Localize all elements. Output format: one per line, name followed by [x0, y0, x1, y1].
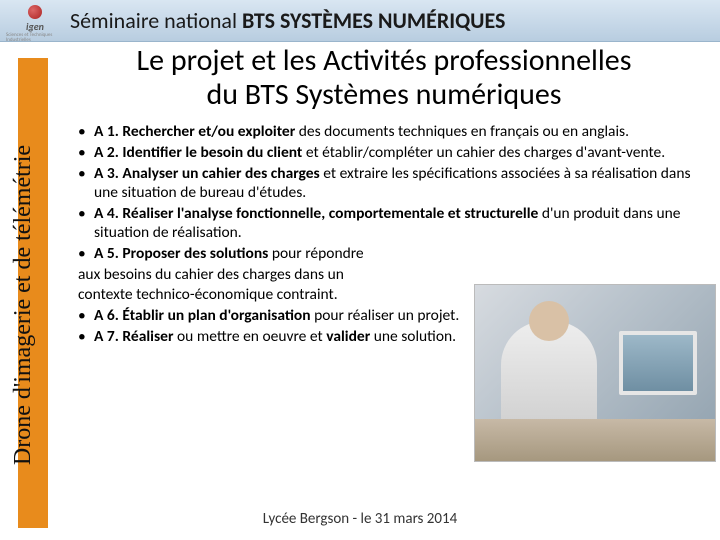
- item-bold: Proposer des solutions: [122, 244, 268, 263]
- logo-line2: Sciences et Techniques Industrielles: [6, 33, 64, 43]
- slide: Séminaire national BTS SYSTÈMES NUMÉRIQU…: [0, 0, 720, 540]
- title-line1: Le projet et les Activités professionnel…: [137, 42, 632, 79]
- header-main: BTS SYSTÈMES NUMÉRIQUES: [242, 7, 505, 34]
- item-mid: ou mettre en oeuvre et: [174, 327, 327, 346]
- item-bold: Identifier le besoin du client: [122, 143, 302, 162]
- item-code: A 7.: [94, 327, 119, 346]
- item-code: A 2.: [94, 143, 119, 162]
- bullet-icon: •: [78, 123, 94, 142]
- list-item: • A 1. Rechercher et/ou exploiter des do…: [78, 123, 706, 142]
- list-item: • A 2. Identifier le besoin du client et…: [78, 144, 706, 163]
- item-rest: et établir/compléter un cahier des charg…: [302, 143, 665, 162]
- photo-monitor-shape: [619, 331, 697, 395]
- item-code: A 3.: [94, 164, 119, 183]
- item-bold2: valider: [326, 327, 370, 346]
- list-item: • A 5. Proposer des solutions pour répon…: [78, 245, 706, 264]
- bullet-icon: •: [78, 165, 94, 203]
- photo-head-shape: [529, 301, 569, 341]
- bullet-icon: •: [78, 245, 94, 264]
- item-bold: Réaliser l'analyse fonctionnelle, compor…: [122, 204, 538, 223]
- item-text: A 5. Proposer des solutions pour répondr…: [94, 245, 706, 264]
- bullet-icon: •: [78, 205, 94, 243]
- header-title: Séminaire national BTS SYSTÈMES NUMÉRIQU…: [70, 7, 505, 34]
- item-bold: Établir un plan d'organisation: [122, 306, 310, 325]
- item-text: A 1. Rechercher et/ou exploiter des docu…: [94, 123, 706, 142]
- item-bold: Analyser un cahier des charges: [122, 164, 319, 183]
- item-continuation: contexte technico-économique contraint.: [78, 286, 458, 305]
- item-code: A 4.: [94, 204, 119, 223]
- item-text: A 4. Réaliser l'analyse fonctionnelle, c…: [94, 205, 706, 243]
- item-continuation: aux besoins du cahier des charges dans u…: [78, 266, 458, 285]
- header-prefix: Séminaire national: [70, 7, 242, 34]
- item-rest: pour répondre: [268, 244, 363, 263]
- footer-text: Lycée Bergson - le 31 mars 2014: [0, 510, 720, 528]
- item-rest: des documents techniques en français ou …: [295, 122, 629, 141]
- item-rest: pour réaliser un projet.: [311, 306, 460, 325]
- bullet-icon: •: [78, 307, 94, 326]
- item-rest: une solution.: [370, 327, 456, 346]
- side-label: Drone d'imagerie et de télémétrie: [10, 85, 40, 525]
- item-bold: Réaliser: [122, 327, 173, 346]
- item-code: A 6.: [94, 306, 119, 325]
- logo-icon: [28, 5, 42, 19]
- list-item: • A 4. Réaliser l'analyse fonctionnelle,…: [78, 205, 706, 243]
- slide-title: Le projet et les Activités professionnel…: [56, 44, 712, 121]
- item-code: A 5.: [94, 244, 119, 263]
- illustration-photo: [474, 284, 716, 462]
- item-text: A 3. Analyser un cahier des charges et e…: [94, 165, 706, 203]
- header-bar: Séminaire national BTS SYSTÈMES NUMÉRIQU…: [0, 0, 720, 42]
- item-bold: Rechercher et/ou exploiter: [122, 122, 295, 141]
- bullet-icon: •: [78, 144, 94, 163]
- item-code: A 1.: [94, 122, 119, 141]
- item-text: A 2. Identifier le besoin du client et é…: [94, 144, 706, 163]
- photo-desk-shape: [475, 419, 715, 461]
- title-line2: du BTS Systèmes numériques: [206, 76, 561, 113]
- list-item: • A 3. Analyser un cahier des charges et…: [78, 165, 706, 203]
- bullet-icon: •: [78, 328, 94, 347]
- logo: igen Sciences et Techniques Industrielle…: [6, 2, 64, 46]
